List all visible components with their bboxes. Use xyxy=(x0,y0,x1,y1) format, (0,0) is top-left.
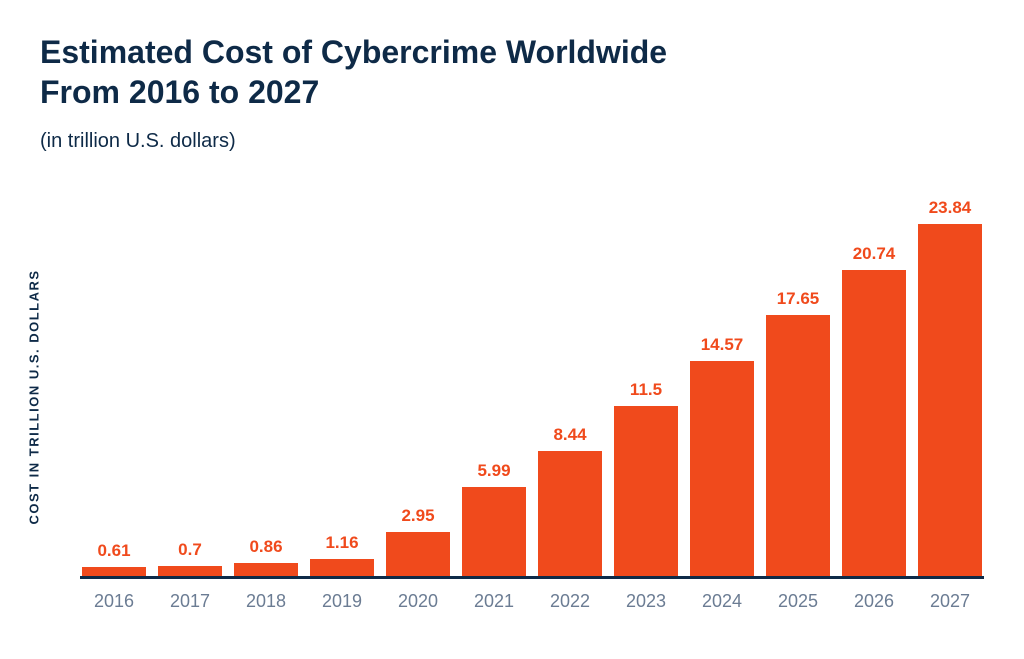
bar-column: 23.84 xyxy=(918,177,982,576)
bar-value-label: 0.61 xyxy=(97,541,130,561)
chart-subtitle: (in trillion U.S. dollars) xyxy=(40,130,984,153)
x-axis-label: 2021 xyxy=(462,583,526,617)
x-axis-label: 2025 xyxy=(766,583,830,617)
chart-plot-wrap: COST IN TRILLION U.S. DOLLARS 0.610.70.8… xyxy=(40,177,984,617)
bar-value-label: 2.95 xyxy=(401,506,434,526)
bar-value-label: 11.5 xyxy=(630,380,662,400)
bar-column: 5.99 xyxy=(462,177,526,576)
chart-title: Estimated Cost of Cybercrime Worldwide F… xyxy=(40,32,984,112)
bar-value-label: 0.7 xyxy=(178,540,202,560)
bar xyxy=(690,361,754,576)
x-axis-label: 2020 xyxy=(386,583,450,617)
bar-value-label: 5.99 xyxy=(477,461,510,481)
bar-column: 2.95 xyxy=(386,177,450,576)
bar xyxy=(82,567,146,576)
bar xyxy=(614,406,678,576)
bar xyxy=(386,532,450,576)
x-axis-label: 2016 xyxy=(82,583,146,617)
x-axis-label: 2024 xyxy=(690,583,754,617)
chart-title-line2: From 2016 to 2027 xyxy=(40,74,319,110)
bar-value-label: 23.84 xyxy=(929,198,972,218)
y-axis-label: COST IN TRILLION U.S. DOLLARS xyxy=(27,269,42,524)
bar xyxy=(918,224,982,576)
bars-area: 0.61 0.7 0.86 1.16 2.95 5.99 8.44 11.5 14.57 17.6… xyxy=(80,177,984,579)
x-axis-label: 2027 xyxy=(918,583,982,617)
bar-value-label: 8.44 xyxy=(553,425,586,445)
bar-value-label: 14.57 xyxy=(701,335,744,355)
bar-column: 0.7 xyxy=(158,177,222,576)
x-axis-label: 2019 xyxy=(310,583,374,617)
bar xyxy=(310,559,374,576)
x-axis-label: 2023 xyxy=(614,583,678,617)
bar-column: 14.57 xyxy=(690,177,754,576)
bar xyxy=(234,563,298,576)
bar-column: 0.86 xyxy=(234,177,298,576)
bar xyxy=(462,487,526,576)
bar-column: 17.65 xyxy=(766,177,830,576)
x-axis-label: 2018 xyxy=(234,583,298,617)
bar-column: 0.61 xyxy=(82,177,146,576)
bar-column: 20.74 xyxy=(842,177,906,576)
plot-area: 0.61 0.7 0.86 1.16 2.95 5.99 8.44 11.5 14.57 17.6… xyxy=(80,177,984,617)
chart-title-line1: Estimated Cost of Cybercrime Worldwide xyxy=(40,34,667,70)
x-axis-labels: 2016 2017 2018 2019 2020 2021 2022 2023 2024 2025… xyxy=(80,583,984,617)
x-axis-label: 2022 xyxy=(538,583,602,617)
bar-value-label: 1.16 xyxy=(325,533,358,553)
bar-column: 8.44 xyxy=(538,177,602,576)
bar xyxy=(766,315,830,576)
chart-container: Estimated Cost of Cybercrime Worldwide F… xyxy=(0,0,1024,659)
bar xyxy=(842,270,906,576)
bar-value-label: 20.74 xyxy=(853,244,896,264)
x-axis-label: 2017 xyxy=(158,583,222,617)
bar-column: 1.16 xyxy=(310,177,374,576)
bar xyxy=(158,566,222,576)
bar-column: 11.5 xyxy=(614,177,678,576)
bar-value-label: 0.86 xyxy=(249,537,282,557)
bar-value-label: 17.65 xyxy=(777,289,820,309)
x-axis-label: 2026 xyxy=(842,583,906,617)
bar xyxy=(538,451,602,576)
